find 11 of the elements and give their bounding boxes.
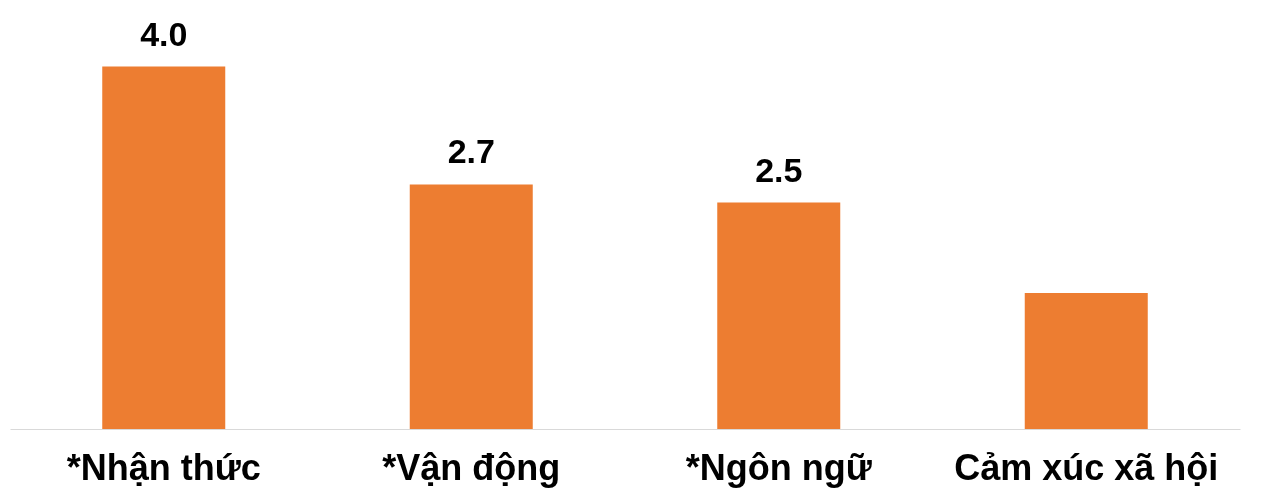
data-label: 4.0 bbox=[140, 14, 188, 53]
x-tick-label: *Ngôn ngữ bbox=[685, 446, 873, 488]
data-label: 2.7 bbox=[447, 132, 495, 171]
x-tick-label: *Nhận thức bbox=[66, 446, 261, 488]
data-label: 2.5 bbox=[755, 150, 803, 189]
bar bbox=[1024, 293, 1148, 429]
bar bbox=[717, 202, 841, 429]
bar bbox=[102, 66, 226, 429]
x-tick-label: Cảm xúc xã hội bbox=[954, 446, 1219, 488]
x-tick-label: *Vận động bbox=[382, 446, 561, 488]
bar bbox=[409, 184, 533, 429]
